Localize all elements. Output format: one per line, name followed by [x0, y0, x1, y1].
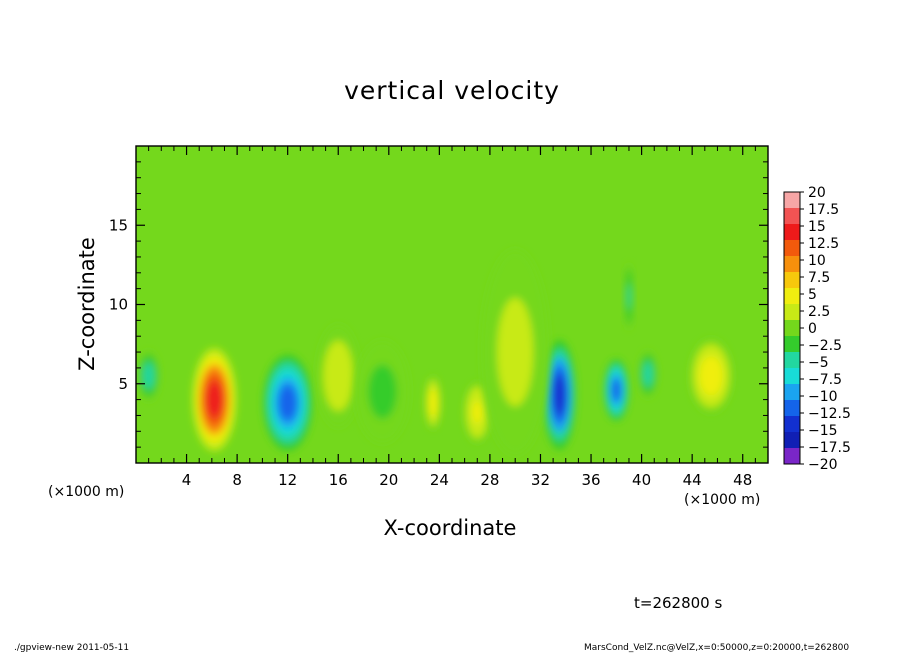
colorbar-label: 0 [808, 321, 817, 337]
y-axis-unit: (×1000 m) [48, 484, 125, 500]
colorbar-label: −17.5 [808, 440, 851, 456]
y-tick-label: 15 [109, 216, 128, 234]
plot-background [136, 146, 768, 463]
heatmap-feature [355, 340, 410, 444]
heatmap-contour [644, 365, 652, 384]
colorbar-label: 12.5 [808, 236, 839, 252]
colorbar-segment [784, 416, 800, 433]
x-axis-label: X-coordinate [383, 516, 517, 540]
colorbar-segment [784, 320, 800, 337]
x-tick-label: 4 [182, 471, 192, 489]
colorbar-label: −15 [808, 423, 838, 439]
heatmap-feature [604, 359, 629, 421]
colorbar-label: −2.5 [808, 338, 842, 354]
heatmap-feature [316, 324, 361, 428]
colorbar-segment [784, 288, 800, 305]
colorbar-segment [784, 400, 800, 417]
heatmap-feature [424, 375, 442, 431]
colorbar-segment [784, 224, 800, 241]
colorbar-label: 15 [808, 219, 826, 235]
y-axis-label: Z-coordinate [75, 237, 99, 371]
heatmap-contour [553, 374, 566, 416]
y-tick-label: 5 [118, 375, 128, 393]
footer-right: MarsCond_VelZ.nc@VelZ,x=0:50000,z=0:2000… [584, 643, 850, 653]
heatmap-contour [330, 356, 347, 395]
colorbar: 2017.51512.5107.552.50−2.5−5−7.5−10−12.5… [783, 185, 851, 473]
colorbar-label: 5 [808, 287, 817, 303]
colorbar-label: −20 [808, 457, 838, 473]
heatmap-feature [624, 262, 634, 331]
colorbar-label: −7.5 [808, 372, 842, 388]
heatmap-features [137, 249, 733, 455]
colorbar-segment [784, 240, 800, 257]
heatmap-contour [472, 400, 483, 424]
x-tick-label: 20 [379, 471, 398, 489]
colorbar-label: 10 [808, 253, 826, 269]
time-label: t=262800 s [634, 594, 723, 612]
colorbar-segment [784, 384, 800, 401]
x-tick-label: 36 [581, 471, 600, 489]
heatmap-contour [611, 378, 621, 402]
heatmap-feature [463, 381, 491, 444]
heatmap-contour [626, 283, 631, 310]
x-tick-label: 24 [430, 471, 449, 489]
heatmap-feature [638, 350, 658, 399]
colorbar-segment [784, 352, 800, 369]
heatmap-feature [137, 350, 160, 402]
heatmap-contour [502, 314, 528, 391]
heatmap-feature [481, 249, 550, 455]
chart-title: vertical velocity [344, 76, 560, 105]
colorbar-segment [784, 272, 800, 289]
colorbar-label: 7.5 [808, 270, 830, 286]
colorbar-segment [784, 432, 800, 449]
heatmap-contour [206, 380, 223, 419]
colorbar-segment [784, 304, 800, 321]
colorbar-segment [784, 448, 800, 465]
heatmap-contour [703, 361, 720, 390]
colorbar-segment [784, 368, 800, 385]
heatmap-feature [263, 354, 313, 451]
colorbar-segment [784, 192, 800, 209]
x-tick-label: 48 [733, 471, 752, 489]
x-tick-label: 8 [232, 471, 242, 489]
colorbar-segment [784, 256, 800, 273]
footer-left: ./gpview-new 2011-05-11 [14, 643, 130, 653]
heatmap-contour [278, 385, 297, 421]
heatmap-contour [430, 392, 437, 413]
x-axis-unit: (×1000 m) [684, 492, 761, 508]
heatmap-feature [192, 348, 237, 451]
heatmap-contour [372, 372, 393, 411]
colorbar-label: 17.5 [808, 202, 839, 218]
x-tick-label: 16 [329, 471, 348, 489]
x-tick-label: 40 [632, 471, 651, 489]
colorbar-label: 20 [808, 185, 826, 201]
colorbar-label: 2.5 [808, 304, 830, 320]
y-tick-label: 10 [109, 296, 128, 314]
x-tick-label: 28 [480, 471, 499, 489]
x-tick-label: 44 [683, 471, 702, 489]
heatmap-contour [144, 366, 153, 386]
heatmap-feature [689, 338, 733, 414]
colorbar-label: −10 [808, 389, 838, 405]
heatmap-feature [543, 340, 576, 450]
colorbar-label: −5 [808, 355, 829, 371]
colorbar-segment [784, 336, 800, 353]
colorbar-segment [784, 208, 800, 225]
x-tick-label: 32 [531, 471, 550, 489]
colorbar-label: −12.5 [808, 406, 851, 422]
x-tick-label: 12 [278, 471, 297, 489]
